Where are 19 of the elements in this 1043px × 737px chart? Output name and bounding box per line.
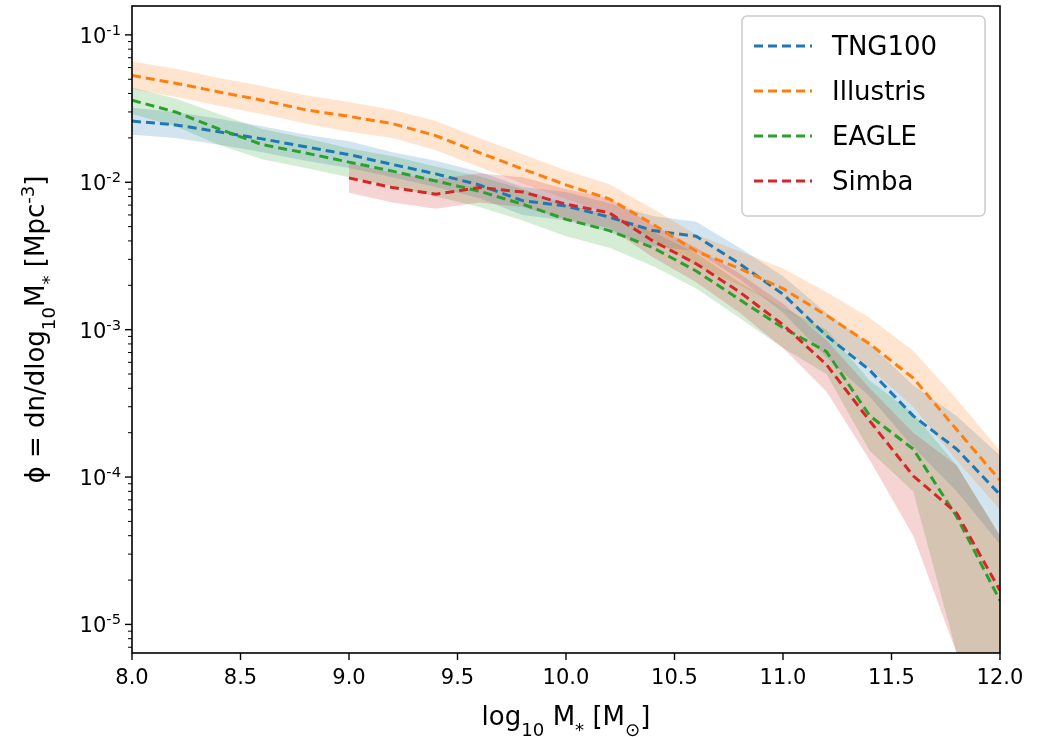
x-tick-label: 9.5 <box>440 665 475 689</box>
legend-label: Simba <box>832 166 914 196</box>
x-axis-title: log$_{10}$ M$_{*}$ [M$_{⊙}$] <box>481 701 651 737</box>
y-tick-label: 10$^{-4}$ <box>79 462 121 491</box>
legend-label: EAGLE <box>832 121 917 151</box>
x-tick-label: 11.5 <box>868 665 915 689</box>
x-tick-label: 8.0 <box>115 665 149 689</box>
y-tick-label: 10$^{-1}$ <box>79 20 121 48</box>
x-tick-label: 12.0 <box>976 665 1024 689</box>
x-tick-label: 10.0 <box>542 665 590 689</box>
legend-label: Illustris <box>832 76 926 106</box>
x-tick-label: 10.5 <box>651 665 698 689</box>
x-tick-label: 11.0 <box>759 665 807 689</box>
y-tick-label: 10$^{-3}$ <box>79 315 121 343</box>
x-tick-label: 9.0 <box>332 665 366 689</box>
x-tick-label: 8.5 <box>223 665 258 689</box>
legend-label: TNG100 <box>831 31 938 61</box>
y-tick-label: 10$^{-5}$ <box>79 609 121 638</box>
y-tick-label: 10$^{-2}$ <box>79 167 121 196</box>
